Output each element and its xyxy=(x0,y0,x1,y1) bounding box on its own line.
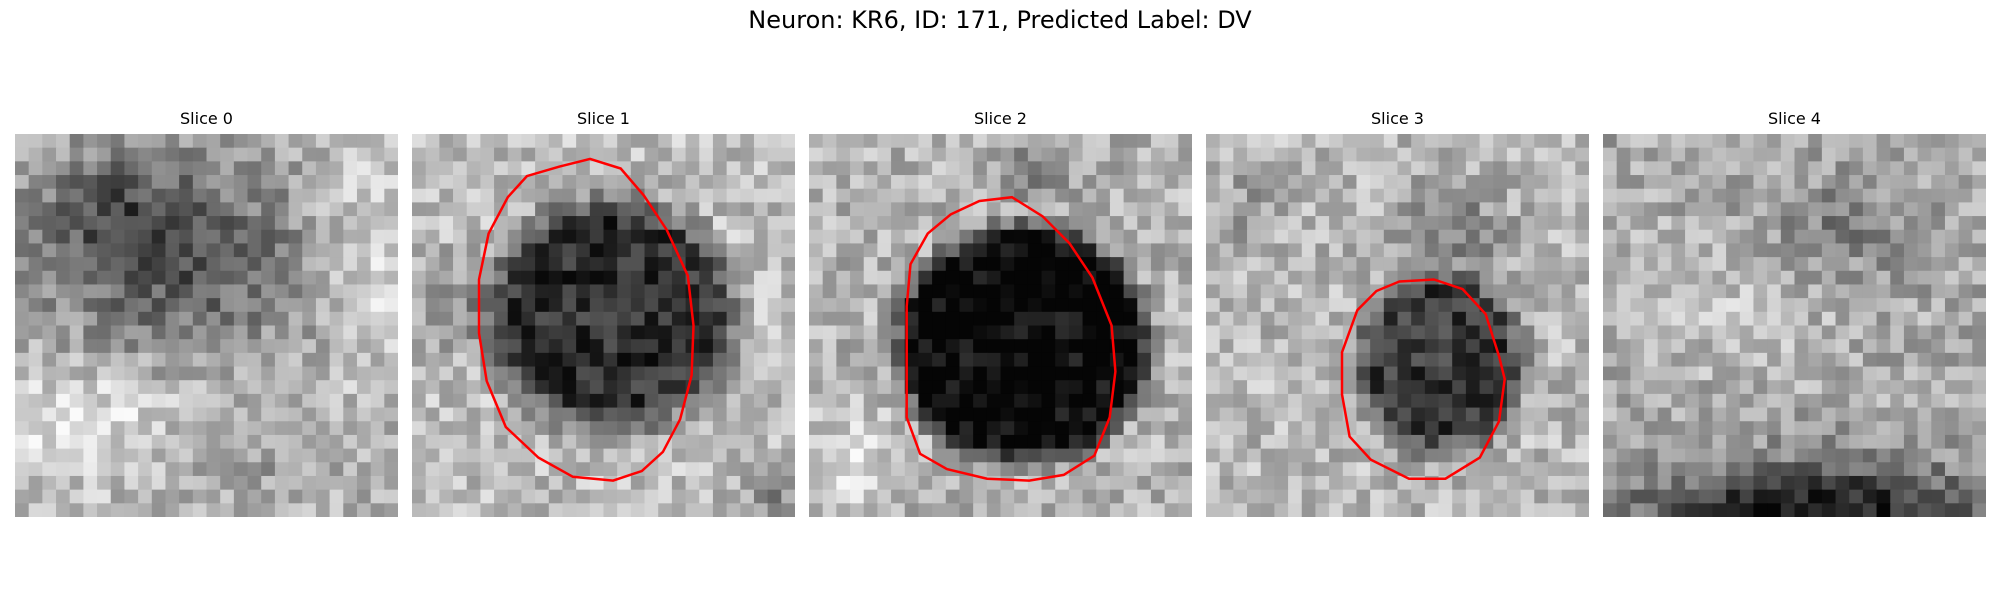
slice-panel-1: Slice 1 xyxy=(412,108,795,517)
figure-title: Neuron: KR6, ID: 171, Predicted Label: D… xyxy=(748,6,1252,34)
slice-image-0 xyxy=(15,134,398,517)
slice-title-2: Slice 2 xyxy=(974,109,1027,128)
slice-title-0: Slice 0 xyxy=(180,109,233,128)
neuron-contour-2 xyxy=(905,195,1117,482)
slice-image-1 xyxy=(412,134,795,517)
slice-title-3: Slice 3 xyxy=(1371,109,1424,128)
slice-image-2 xyxy=(809,134,1192,517)
neuron-contour-1 xyxy=(477,157,695,482)
neuron-contour-3 xyxy=(1340,278,1506,480)
slice-panel-2: Slice 2 xyxy=(809,108,1192,517)
slice-panel-0: Slice 0 xyxy=(15,108,398,517)
slice-panel-3: Slice 3 xyxy=(1206,108,1589,517)
slice-image-3 xyxy=(1206,134,1589,517)
slice-image-4 xyxy=(1603,134,1986,517)
slice-panel-4: Slice 4 xyxy=(1603,108,1986,517)
slice-title-4: Slice 4 xyxy=(1768,109,1821,128)
slice-title-1: Slice 1 xyxy=(577,109,630,128)
